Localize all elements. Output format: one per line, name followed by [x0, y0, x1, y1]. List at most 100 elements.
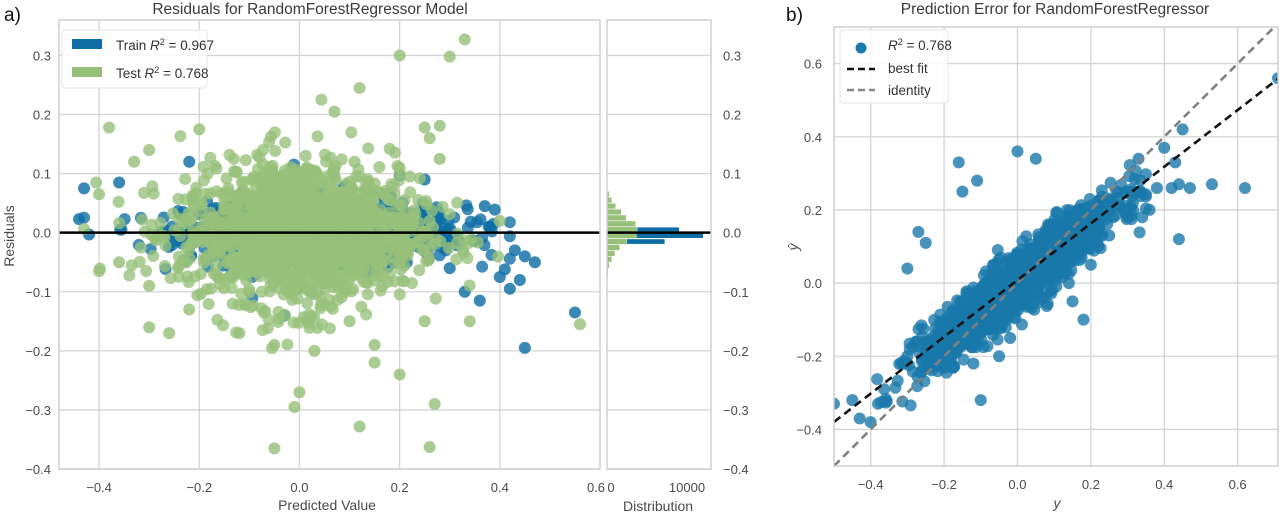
data-point — [134, 241, 147, 254]
data-point — [1172, 233, 1185, 246]
histogram-xlabel: Distribution — [623, 498, 693, 513]
prediction-points — [834, 72, 1278, 429]
data-point — [513, 273, 526, 286]
histogram-bar-train — [636, 233, 703, 238]
data-point — [1004, 331, 1017, 344]
data-point — [208, 159, 221, 172]
data-point — [871, 373, 884, 386]
data-point — [433, 119, 446, 132]
data-point — [981, 340, 994, 353]
panel-label-b: b) — [786, 5, 803, 26]
data-point — [281, 338, 294, 351]
data-point — [972, 335, 985, 348]
data-point — [138, 186, 151, 199]
data-point — [991, 333, 1004, 346]
y-tick-label-right: 0.2 — [723, 108, 741, 123]
data-point — [277, 269, 290, 282]
data-point — [355, 300, 368, 313]
data-point — [463, 279, 476, 292]
data-point — [205, 282, 218, 295]
data-point — [240, 258, 253, 271]
data-point — [340, 194, 353, 207]
data-point — [1133, 226, 1146, 239]
data-point — [1238, 181, 1251, 194]
data-point — [930, 344, 943, 357]
data-point — [103, 121, 116, 134]
y-tick-label: −0.2 — [25, 344, 51, 359]
residuals-title: Residuals for RandomForestRegressor Mode… — [152, 1, 467, 18]
histogram-bar-train — [627, 239, 665, 244]
data-point — [1132, 152, 1145, 165]
data-point — [1054, 256, 1067, 269]
data-point — [315, 231, 328, 244]
data-point — [906, 340, 919, 353]
data-point — [312, 276, 325, 289]
data-point — [136, 213, 149, 226]
x-tick-label: 0.2 — [391, 480, 409, 495]
data-point — [1013, 294, 1026, 307]
data-point — [172, 250, 185, 263]
data-point — [287, 247, 300, 260]
data-point — [148, 231, 161, 244]
data-point — [232, 266, 245, 279]
data-point — [997, 312, 1010, 325]
legend-swatch-test — [72, 67, 102, 77]
data-point — [1075, 246, 1088, 259]
data-point — [493, 270, 506, 283]
data-point — [233, 327, 246, 340]
histogram-bars — [606, 185, 703, 281]
data-point — [303, 232, 316, 245]
data-point — [573, 318, 586, 331]
data-point — [90, 176, 103, 189]
histogram-grid — [607, 54, 711, 470]
data-point — [143, 279, 156, 292]
data-point — [935, 328, 948, 341]
data-point — [264, 261, 277, 274]
data-point — [147, 187, 160, 200]
data-point — [263, 272, 276, 285]
data-point — [385, 235, 398, 248]
data-point — [236, 185, 249, 198]
data-point — [966, 295, 979, 308]
data-point — [239, 154, 252, 167]
residuals-axes-frame — [58, 19, 601, 470]
data-point — [301, 297, 314, 310]
data-point — [912, 225, 925, 238]
data-point — [112, 195, 125, 208]
data-point — [393, 288, 406, 301]
data-point — [179, 172, 192, 185]
data-point — [311, 130, 324, 143]
data-point — [418, 315, 431, 328]
prediction-xlabel: y — [1053, 495, 1062, 511]
data-point — [123, 269, 136, 282]
data-point — [183, 252, 196, 265]
data-point — [1176, 123, 1189, 136]
data-point — [252, 254, 265, 267]
data-point — [143, 321, 156, 334]
legend-marker-points — [855, 42, 867, 54]
data-point — [478, 200, 491, 213]
data-point — [403, 170, 416, 183]
data-point — [245, 192, 258, 205]
data-point — [396, 211, 409, 224]
data-point — [244, 301, 257, 314]
prediction-ylabel: ŷ — [785, 243, 801, 252]
data-point — [296, 254, 309, 267]
data-point — [238, 175, 251, 188]
data-point — [974, 295, 987, 308]
histogram-bar-test — [606, 202, 617, 210]
legend-label-best-fit: best fit — [888, 61, 928, 76]
data-point — [188, 236, 201, 249]
data-point — [303, 308, 316, 321]
data-point — [271, 248, 284, 261]
data-point — [398, 235, 411, 248]
x-tick-label: −0.2 — [186, 480, 212, 495]
y-tick-label: 0.3 — [33, 48, 51, 63]
data-point — [249, 201, 262, 214]
data-point — [128, 155, 141, 168]
data-point — [368, 237, 381, 250]
data-point — [277, 288, 290, 301]
data-point — [227, 254, 240, 267]
data-point — [904, 399, 917, 412]
